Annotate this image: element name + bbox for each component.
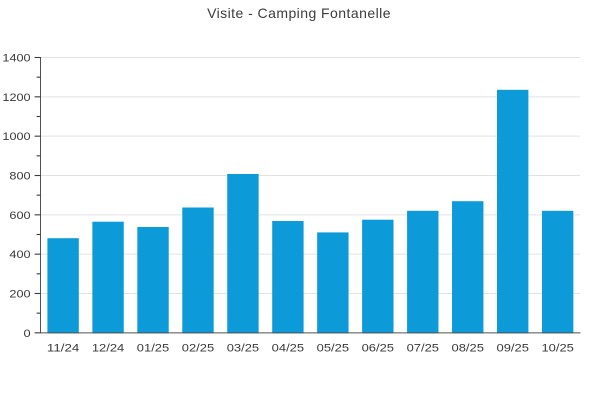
svg-text:1400: 1400	[2, 53, 30, 65]
svg-text:02/25: 02/25	[182, 342, 214, 354]
svg-text:1000: 1000	[2, 131, 30, 143]
svg-text:Visite - Camping Fontanelle: Visite - Camping Fontanelle	[207, 5, 391, 21]
svg-text:04/25: 04/25	[272, 342, 304, 354]
svg-text:1200: 1200	[2, 92, 30, 104]
svg-text:06/25: 06/25	[362, 342, 394, 354]
svg-text:800: 800	[9, 171, 30, 183]
svg-text:400: 400	[9, 249, 30, 261]
svg-text:07/25: 07/25	[407, 342, 439, 354]
svg-text:09/25: 09/25	[497, 342, 529, 354]
svg-text:03/25: 03/25	[227, 342, 259, 354]
svg-text:08/25: 08/25	[452, 342, 484, 354]
svg-text:12/24: 12/24	[92, 342, 124, 354]
svg-text:200: 200	[9, 289, 30, 301]
svg-text:05/25: 05/25	[317, 342, 349, 354]
svg-text:0: 0	[24, 328, 31, 340]
svg-text:01/25: 01/25	[137, 342, 169, 354]
svg-text:600: 600	[9, 210, 30, 222]
svg-text:11/24: 11/24	[47, 342, 79, 354]
svg-text:10/25: 10/25	[541, 342, 573, 354]
